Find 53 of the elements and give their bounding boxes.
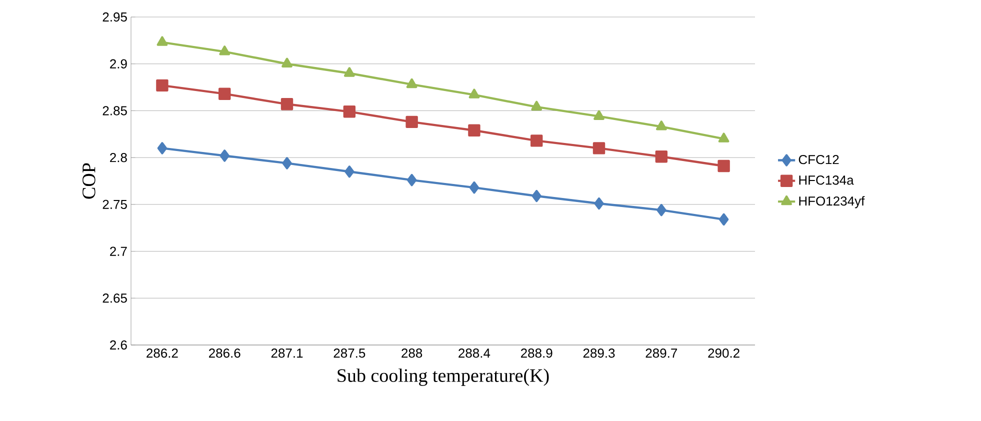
legend-label: HFO1234yf bbox=[799, 196, 865, 208]
point bbox=[406, 78, 418, 88]
point bbox=[531, 100, 542, 111]
x-tick-label: 286.2 bbox=[146, 348, 178, 358]
point bbox=[469, 181, 480, 194]
point bbox=[718, 160, 730, 172]
y-tick-label: 2.65 bbox=[102, 294, 127, 303]
point bbox=[156, 79, 168, 92]
point bbox=[655, 150, 668, 163]
point bbox=[344, 166, 354, 178]
point bbox=[718, 132, 730, 142]
x-tick-label: 289.7 bbox=[646, 348, 678, 358]
point bbox=[532, 190, 542, 202]
point bbox=[468, 124, 480, 136]
point bbox=[594, 110, 604, 120]
legend-label: CFC12 bbox=[798, 154, 839, 164]
point bbox=[282, 157, 292, 170]
x-tick-label: 288 bbox=[402, 348, 422, 358]
x-tick-label: 287.5 bbox=[334, 348, 366, 358]
point bbox=[157, 142, 168, 154]
x-tick-label: 287.1 bbox=[271, 348, 303, 358]
point bbox=[343, 106, 356, 118]
point bbox=[282, 58, 292, 68]
x-tick-label: 286.6 bbox=[209, 348, 240, 358]
point bbox=[718, 213, 729, 226]
y-tick-label: 2.95 bbox=[102, 12, 127, 22]
y-axis-title: COP bbox=[82, 163, 96, 199]
y-tick-label: 2.8 bbox=[110, 152, 127, 162]
point bbox=[406, 174, 417, 186]
point bbox=[468, 88, 480, 98]
point bbox=[220, 150, 230, 162]
point bbox=[530, 134, 543, 147]
point bbox=[656, 120, 667, 130]
x-axis-title: Sub cooling temperature(K) bbox=[338, 368, 549, 386]
y-tick-label: 2.7 bbox=[110, 246, 127, 256]
point bbox=[219, 46, 230, 56]
point bbox=[592, 142, 606, 154]
point bbox=[280, 98, 294, 110]
x-tick-label: 289.3 bbox=[583, 348, 615, 358]
x-tick-label: 290.2 bbox=[708, 348, 740, 358]
point bbox=[594, 197, 604, 210]
x-tick-label: 288.9 bbox=[520, 348, 552, 358]
y-tick-label: 2.75 bbox=[102, 200, 127, 210]
x-tick-label: 288.4 bbox=[458, 348, 490, 358]
y-tick-label: 2.6 bbox=[110, 340, 127, 350]
point bbox=[156, 36, 168, 46]
legend-label: HFC134a bbox=[799, 176, 854, 185]
y-tick-label: 2.9 bbox=[110, 59, 127, 68]
point bbox=[344, 67, 355, 77]
point bbox=[656, 204, 666, 216]
y-tick-label: 2.85 bbox=[102, 106, 127, 116]
point bbox=[218, 88, 231, 100]
point bbox=[406, 116, 418, 128]
